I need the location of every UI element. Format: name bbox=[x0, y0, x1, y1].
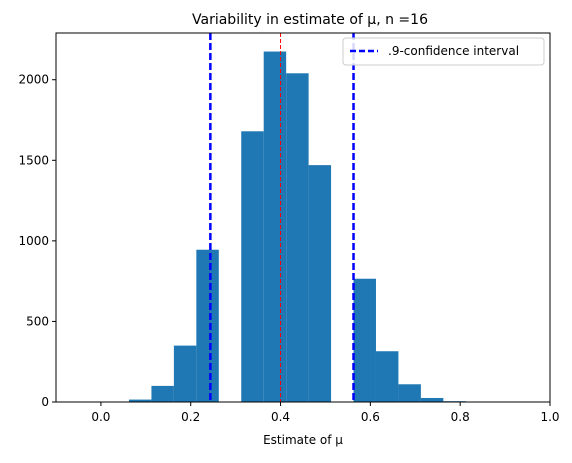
y-tick-label: 2000 bbox=[18, 73, 49, 87]
histogram-bar-6 bbox=[263, 51, 287, 402]
histogram-bar-12 bbox=[398, 384, 421, 402]
histogram-bar-5 bbox=[241, 131, 264, 402]
histogram-bar-1 bbox=[151, 385, 174, 402]
histogram-bar-0 bbox=[128, 399, 152, 402]
histogram-bar-11 bbox=[375, 351, 399, 402]
chart-title: Variability in estimate of μ, n =16 bbox=[192, 12, 428, 28]
legend: .9-confidence interval bbox=[342, 37, 545, 66]
x-tick-label: 0.2 bbox=[181, 410, 200, 424]
histogram-bar-10 bbox=[353, 278, 376, 402]
x-tick-label: 0.0 bbox=[91, 410, 110, 424]
y-tick-label: 0 bbox=[41, 395, 49, 409]
reference-lines bbox=[209, 33, 355, 402]
y-tick-label: 1500 bbox=[18, 153, 49, 167]
x-tick-label: 0.6 bbox=[361, 410, 380, 424]
histogram-bar-13 bbox=[420, 397, 444, 402]
plot-frame bbox=[55, 32, 551, 403]
y-axis-ticks: 0 500 1000 1500 2000 bbox=[18, 73, 56, 409]
x-tick-label: 0.4 bbox=[271, 410, 290, 424]
histogram-bar-8 bbox=[308, 165, 332, 402]
histogram-bar-7 bbox=[286, 73, 309, 402]
x-axis-label: Estimate of μ bbox=[263, 433, 343, 447]
histogram-bars bbox=[128, 51, 466, 402]
histogram-bar-2 bbox=[173, 345, 197, 402]
y-tick-label: 500 bbox=[26, 314, 49, 328]
histogram-bar-3 bbox=[196, 249, 219, 402]
y-tick-label: 1000 bbox=[18, 234, 49, 248]
x-axis-ticks: 0.0 0.2 0.4 0.6 0.8 1.0 bbox=[91, 402, 560, 424]
legend-box bbox=[342, 37, 545, 66]
legend-label-confidence-interval: .9-confidence interval bbox=[388, 44, 519, 58]
x-tick-label: 0.8 bbox=[451, 410, 470, 424]
x-tick-label: 1.0 bbox=[540, 410, 559, 424]
